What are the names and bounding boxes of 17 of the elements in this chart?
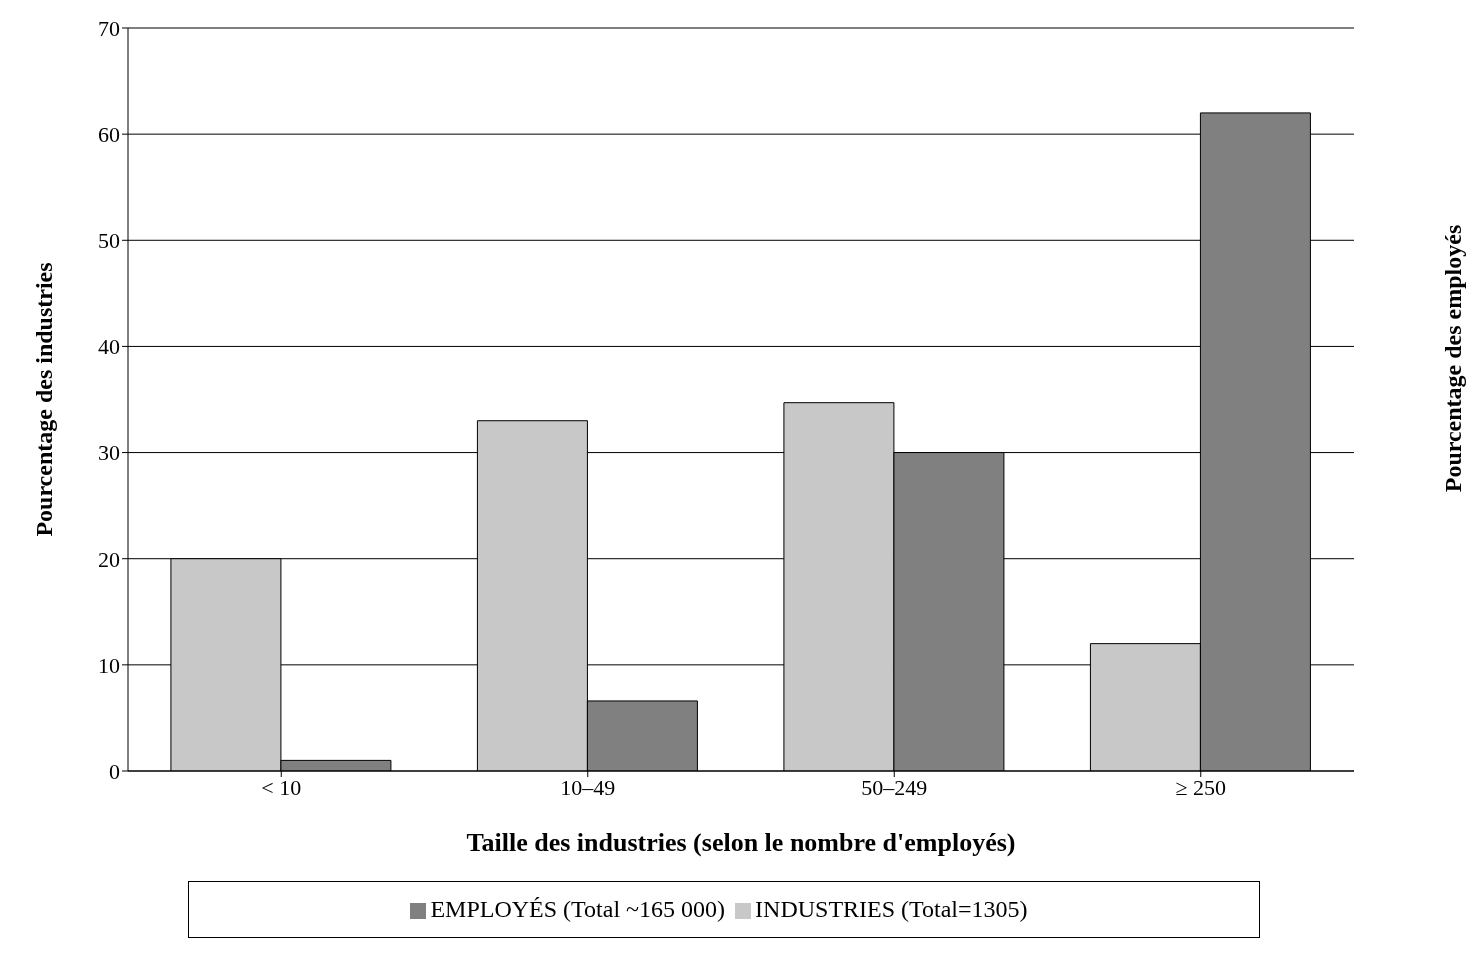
y2-axis-title: Pourcentage des employés xyxy=(1440,224,1468,492)
x-tick-label: < 10 xyxy=(261,774,302,800)
x-tick-label: 50–249 xyxy=(861,774,928,800)
legend-label: INDUSTRIES (Total=1305) xyxy=(755,896,1028,922)
y-tick-label: 0 xyxy=(109,758,120,784)
y-tick-label: 50 xyxy=(98,228,120,254)
x-tick-label: 10–49 xyxy=(560,774,616,800)
y-tick-label: 70 xyxy=(98,15,120,41)
y-tick-label: 20 xyxy=(98,546,120,572)
x-axis-title: Taille des industries (selon le nombre d'employés) xyxy=(466,828,1016,857)
y-tick-label: 60 xyxy=(98,121,120,147)
legend-label: EMPLOYÉS (Total ~165 000) xyxy=(430,896,726,922)
x-tick-label: ≥ 250 xyxy=(1175,774,1227,800)
y-tick-label: 30 xyxy=(98,440,120,466)
y-axis-title: Pourcentage des industries xyxy=(30,262,57,537)
y-tick-label: 10 xyxy=(98,652,120,678)
y-tick-label: 40 xyxy=(98,334,120,360)
